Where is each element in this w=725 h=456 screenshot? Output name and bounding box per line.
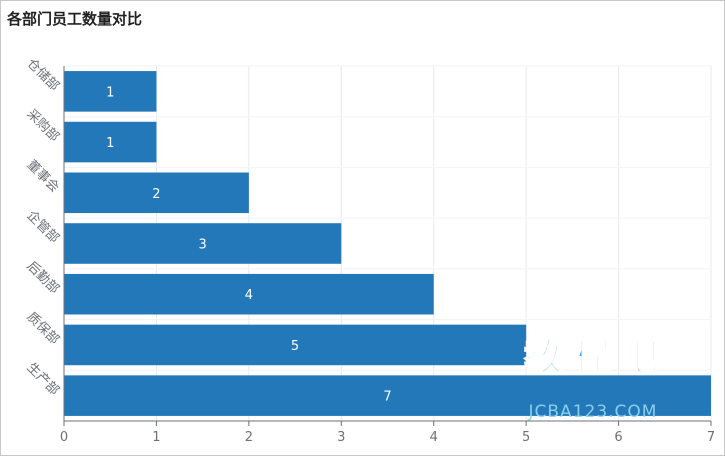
- bar-value-label: 1: [106, 136, 114, 151]
- x-tick-label: 1: [152, 430, 160, 445]
- bar[interactable]: [64, 375, 711, 416]
- bar[interactable]: [64, 223, 342, 264]
- bar[interactable]: [64, 172, 249, 214]
- bar[interactable]: [64, 273, 434, 315]
- y-category-label: 仓储部: [24, 56, 62, 94]
- x-tick-label: 2: [245, 430, 253, 445]
- bar-value-label: 3: [199, 238, 207, 253]
- watermark-sub-text: JCBA123.COM: [528, 402, 658, 422]
- bar-value-label: 5: [291, 339, 299, 354]
- bar[interactable]: [64, 71, 157, 112]
- y-category-label: 企管部: [24, 207, 63, 246]
- x-tick-label: 3: [337, 430, 345, 445]
- x-tick-label: 7: [707, 430, 715, 445]
- x-tick-label: 0: [60, 430, 68, 445]
- bar-value-label: 1: [106, 85, 114, 100]
- bar-layer: 7 5 4 3 2 1 1: [64, 71, 711, 416]
- bar[interactable]: [64, 121, 157, 163]
- chart-title: 各部门员工数量对比: [7, 10, 143, 28]
- y-category-label: 生产部: [24, 360, 62, 398]
- y-category-label: 质保部: [24, 310, 62, 348]
- y-category-label: 后勤部: [24, 259, 62, 297]
- x-tick-label: 4: [430, 430, 438, 445]
- y-category-label: 董事会: [24, 157, 62, 195]
- watermark-main-text: 教程吧: [524, 335, 668, 379]
- bar-value-label: 4: [245, 288, 253, 303]
- bar-value-label: 7: [383, 390, 391, 405]
- x-tick-label: 5: [522, 430, 530, 445]
- watermark-logo: 教程吧 JCBA123.COM: [523, 334, 668, 422]
- bar-value-label: 2: [152, 187, 160, 202]
- y-category-label: 采购部: [24, 106, 63, 145]
- x-tick-label: 6: [614, 430, 622, 445]
- bar[interactable]: [64, 324, 527, 366]
